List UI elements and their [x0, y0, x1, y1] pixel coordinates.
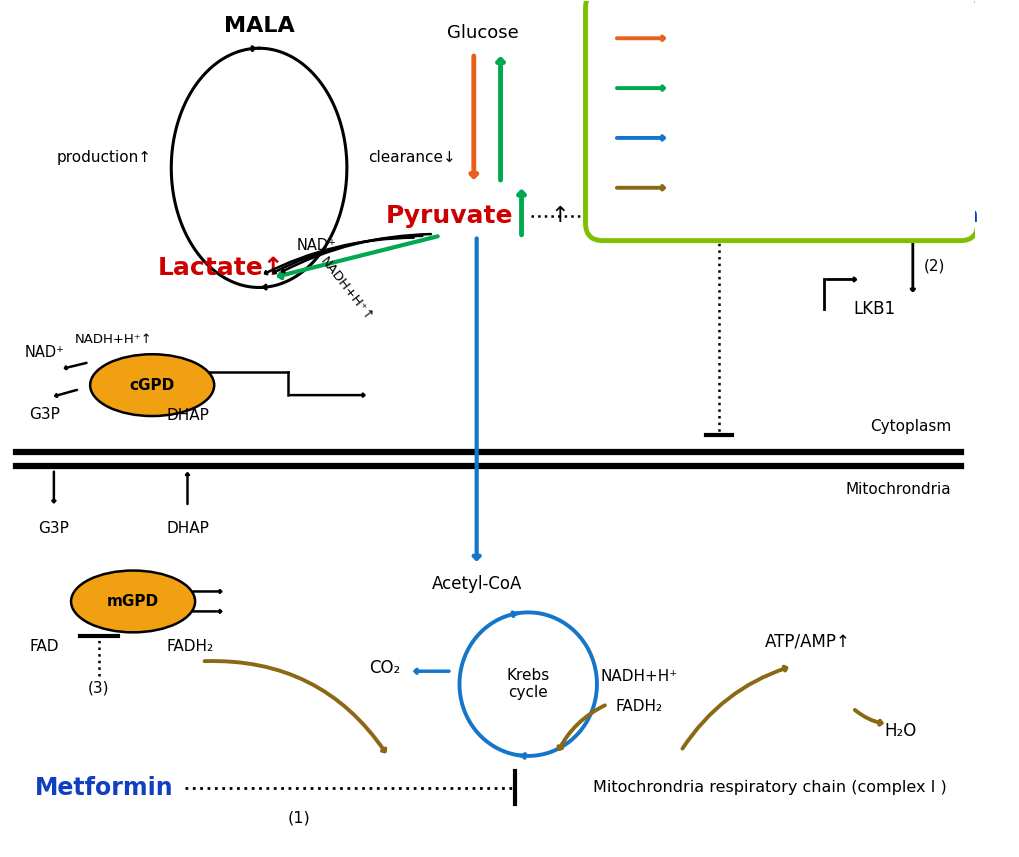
Text: AMPK: AMPK	[747, 207, 797, 225]
Text: NAD⁺: NAD⁺	[297, 238, 336, 253]
Text: FADH₂: FADH₂	[167, 638, 214, 654]
Text: Aerobic oxidation: Aerobic oxidation	[688, 130, 820, 146]
Text: Mitochrondria respiratory chain (complex I ): Mitochrondria respiratory chain (complex…	[592, 781, 946, 795]
Text: DHAP: DHAP	[166, 408, 209, 423]
Text: Acetyl-CoA: Acetyl-CoA	[431, 576, 522, 594]
FancyBboxPatch shape	[585, 0, 977, 241]
Ellipse shape	[71, 571, 195, 632]
Ellipse shape	[90, 354, 214, 416]
Text: DHAP: DHAP	[166, 521, 209, 536]
Text: Lactate↑: Lactate↑	[157, 255, 284, 279]
Text: FADH₂: FADH₂	[614, 698, 661, 714]
Text: LKB1: LKB1	[853, 301, 895, 319]
Text: NAD⁺: NAD⁺	[24, 345, 64, 360]
Text: ATP/AMP↑: ATP/AMP↑	[764, 632, 850, 650]
Text: G3P: G3P	[39, 521, 69, 536]
Text: NADH+H⁺↑: NADH+H⁺↑	[318, 255, 376, 324]
Text: MALA: MALA	[223, 16, 294, 36]
Text: ↑: ↑	[550, 206, 569, 225]
Text: FAD: FAD	[30, 638, 59, 654]
Text: NADH+H⁺↑: NADH+H⁺↑	[75, 333, 153, 345]
Text: Glucose: Glucose	[447, 24, 519, 42]
Text: (1): (1)	[287, 810, 310, 825]
Text: G3P: G3P	[29, 406, 60, 422]
Text: Mitochrondria: Mitochrondria	[845, 482, 950, 497]
Text: Oxidative phosphorylation: Oxidative phosphorylation	[688, 197, 890, 213]
Text: clearance↓: clearance↓	[368, 150, 455, 165]
Text: (3): (3)	[88, 680, 109, 696]
Text: cGPD: cGPD	[129, 378, 174, 393]
Text: CO₂: CO₂	[369, 659, 400, 677]
Text: Cytoplasm: Cytoplasm	[869, 419, 950, 434]
Text: production↑: production↑	[57, 150, 152, 165]
Text: Gluconeogenesis: Gluconeogenesis	[688, 81, 818, 96]
Text: Metformin: Metformin	[35, 776, 173, 800]
Text: Metformin: Metformin	[847, 206, 977, 225]
Text: NADH+H⁺: NADH+H⁺	[600, 668, 677, 684]
Text: Pyruvate: Pyruvate	[386, 204, 514, 228]
Text: Glycolysis: Glycolysis	[688, 31, 764, 45]
Text: Krebs
cycle: Krebs cycle	[506, 668, 549, 700]
Text: Electron transport chain: Electron transport chain	[688, 171, 872, 186]
Text: mGPD: mGPD	[107, 594, 159, 609]
Text: (2): (2)	[923, 258, 945, 273]
Text: H₂O: H₂O	[883, 722, 916, 740]
